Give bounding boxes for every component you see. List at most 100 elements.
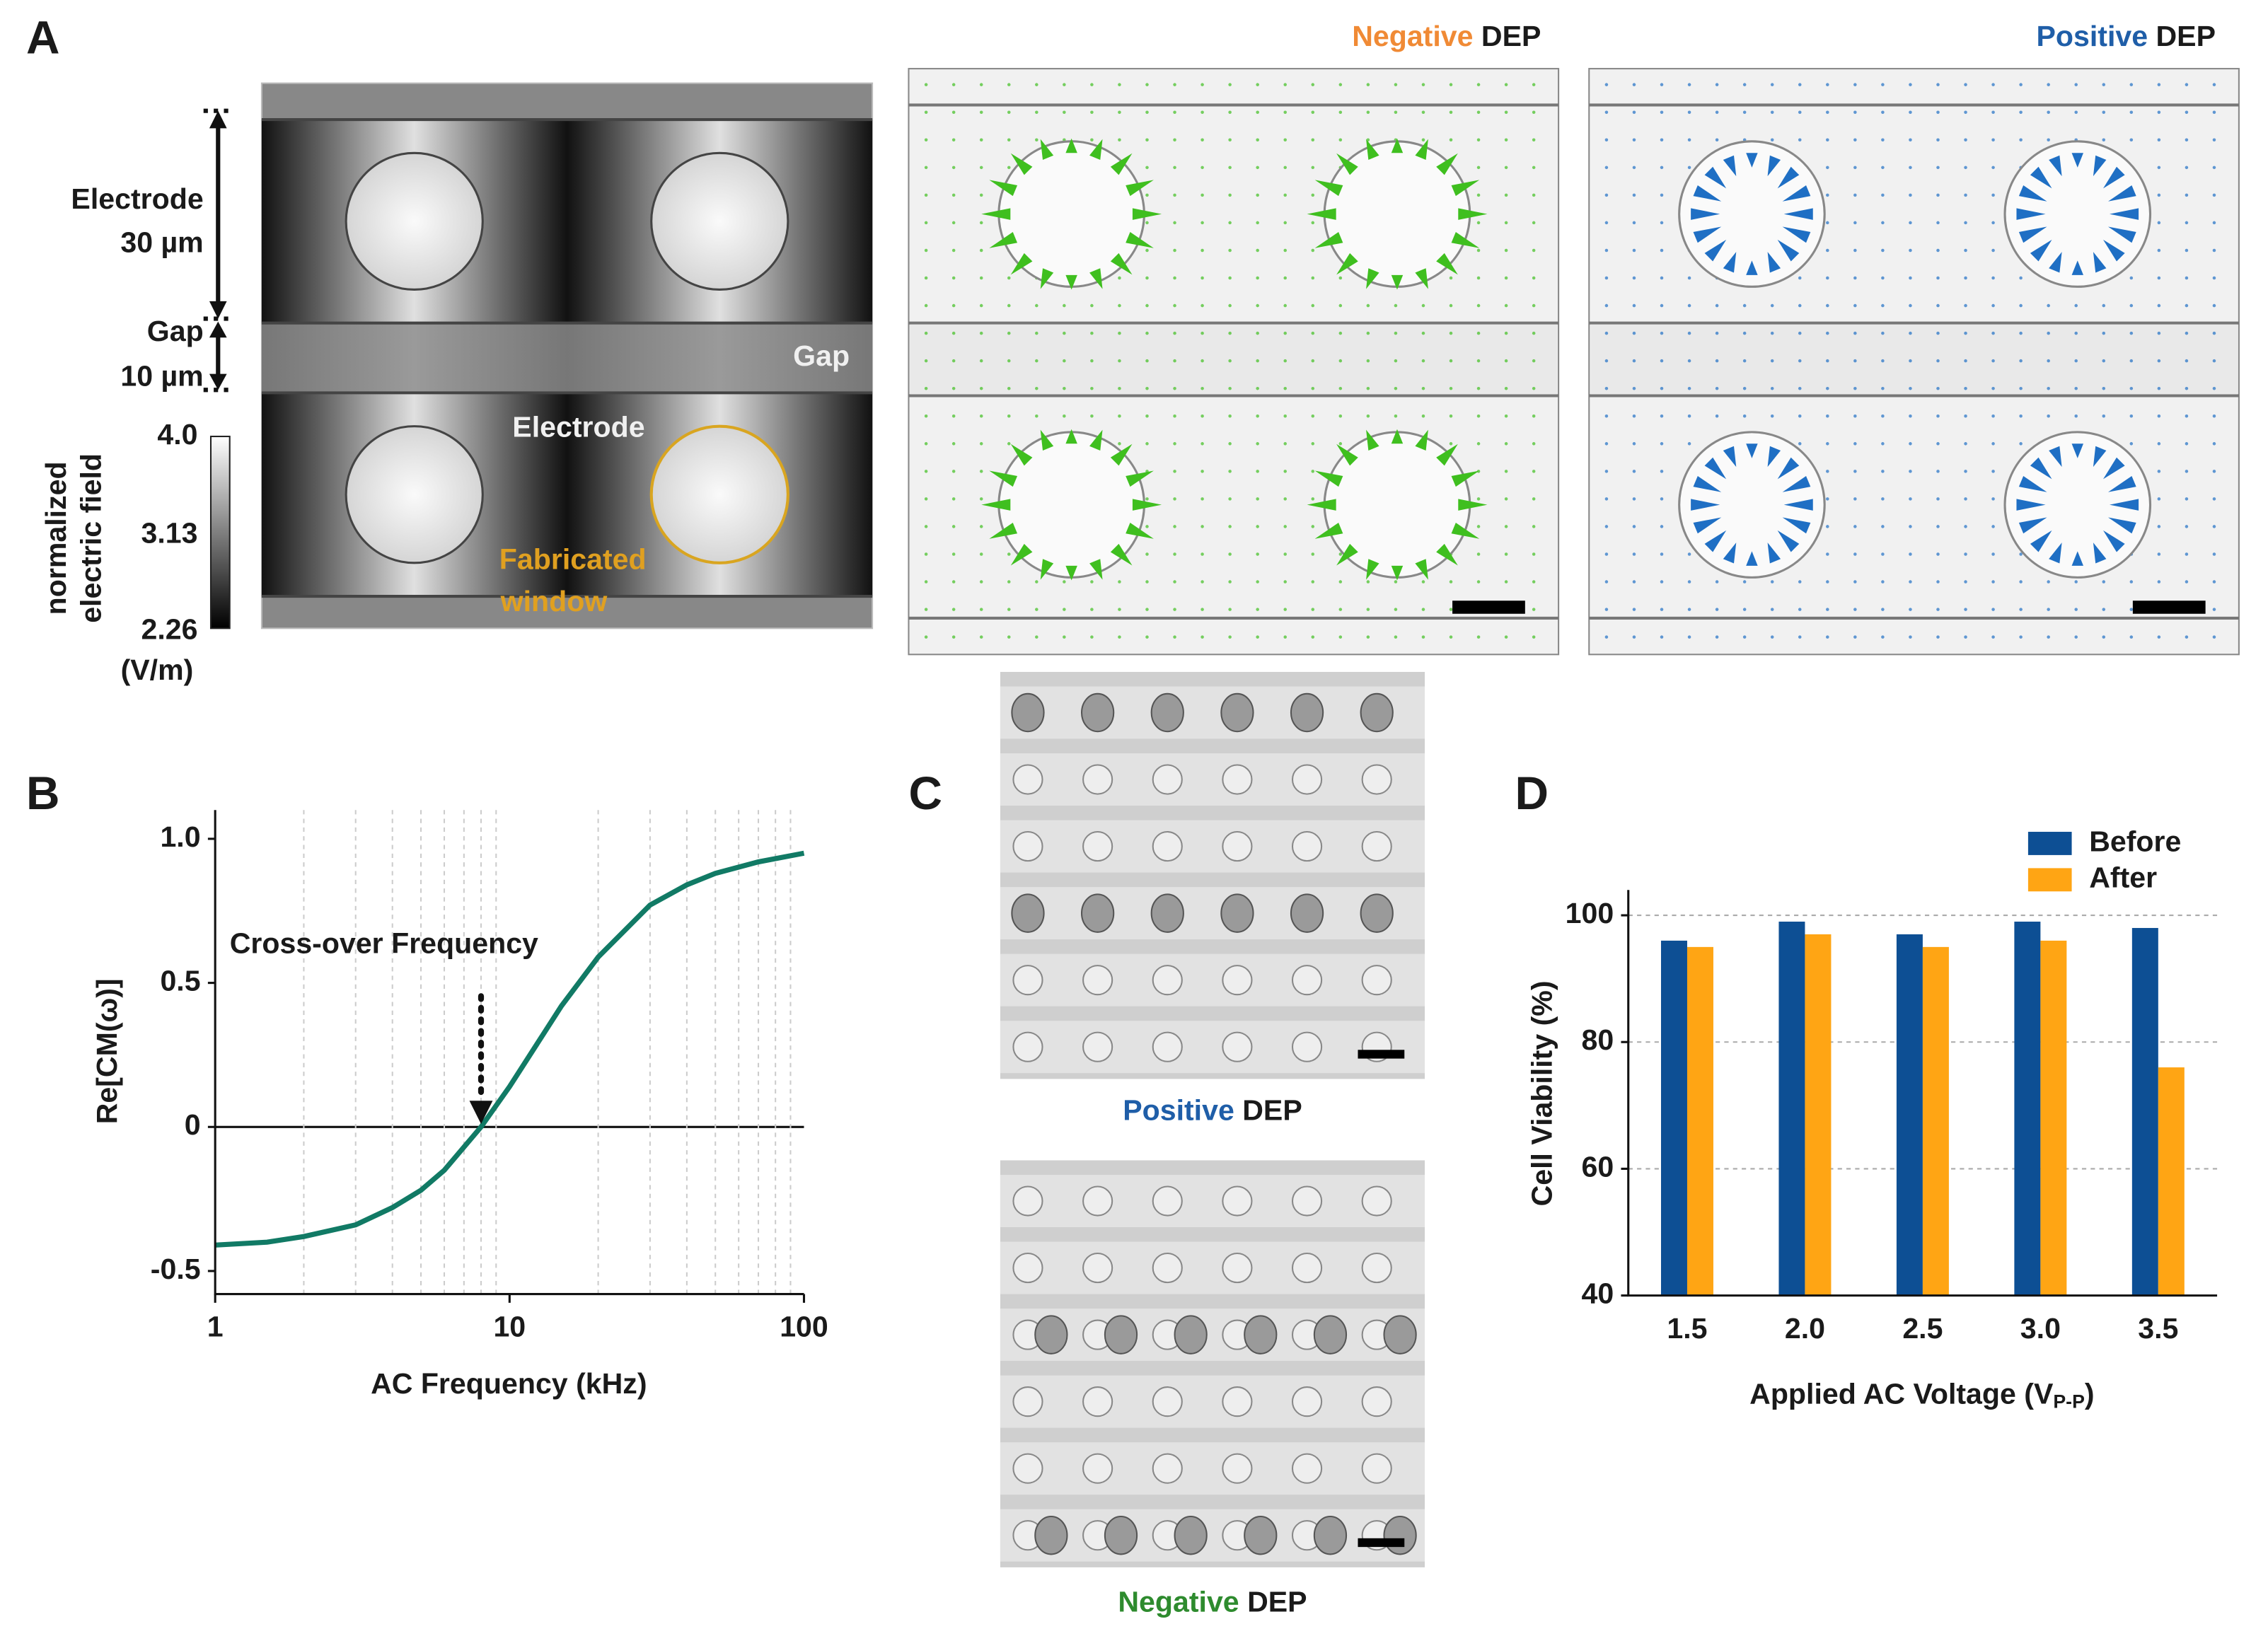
- field-dot: [1145, 525, 1149, 528]
- field-dot: [1311, 193, 1315, 197]
- field-dot: [1228, 83, 1232, 86]
- field-dot: [1532, 221, 1536, 225]
- field-dot: [1936, 331, 1940, 335]
- field-dot: [1145, 193, 1149, 197]
- field-arrow: [1691, 499, 1720, 511]
- field-dot: [1881, 608, 1885, 611]
- field-dot: [1449, 331, 1453, 335]
- field-dot: [1173, 414, 1176, 418]
- field-dot: [2185, 525, 2189, 528]
- field-dot: [1660, 525, 1664, 528]
- field-dot: [1532, 331, 1536, 335]
- field-dot: [1476, 331, 1481, 335]
- field-dot: [1853, 331, 1857, 335]
- trap: [1361, 1453, 1392, 1484]
- field-arrow: [2093, 252, 2107, 273]
- field-dot: [1145, 608, 1149, 611]
- field-dot: [1338, 580, 1343, 584]
- field-dot: [2157, 166, 2161, 170]
- field-arrow: [2093, 446, 2107, 468]
- field-arrow: [2030, 239, 2052, 262]
- field-arrow: [1723, 446, 1737, 468]
- y-axis-label: Re[CM(ω)]: [91, 978, 123, 1124]
- field-dot: [924, 635, 928, 639]
- field-dot: [2129, 635, 2134, 639]
- y-axis-label: Cell Viability (%): [1525, 980, 1558, 1206]
- field-dot: [2185, 386, 2189, 390]
- field-dot: [2019, 331, 2023, 335]
- field-arrow: [1777, 530, 1800, 552]
- field-dot: [1338, 608, 1343, 611]
- field-arrow: [1704, 239, 1727, 262]
- field-dot: [1283, 497, 1287, 501]
- scale-bar: [1452, 601, 1525, 614]
- field-dot: [1504, 331, 1508, 335]
- field-arrow: [989, 523, 1018, 539]
- field-dot: [1476, 497, 1481, 501]
- field-dot: [1090, 138, 1094, 142]
- field-dot: [1118, 359, 1121, 363]
- micrographs: [1000, 671, 1425, 1567]
- field-arrow: [1693, 185, 1722, 202]
- cell: [1150, 692, 1184, 733]
- y-tick-label: 100: [1566, 897, 1614, 929]
- field-dot: [924, 552, 928, 556]
- field-dot: [2157, 414, 2161, 418]
- field-dot: [1145, 276, 1149, 280]
- field-arrow: [2018, 475, 2047, 492]
- cell: [1290, 692, 1324, 733]
- field-dot: [1504, 414, 1508, 418]
- field-dot: [1421, 386, 1425, 390]
- field-dot: [1991, 248, 1995, 253]
- field-dot: [1853, 442, 1857, 446]
- field-dot: [1660, 193, 1664, 197]
- field-dot: [1063, 386, 1066, 390]
- field-dot: [1770, 414, 1774, 418]
- field-dot: [2157, 525, 2161, 528]
- field-dot: [2129, 414, 2134, 418]
- field-dot: [1909, 193, 1912, 197]
- field-arrow: [1307, 208, 1336, 220]
- field-dot: [924, 359, 928, 363]
- field-dot: [2047, 580, 2050, 584]
- field-dot: [1421, 359, 1425, 363]
- trap: [1082, 1386, 1113, 1417]
- field-dot: [1770, 83, 1774, 86]
- field-dot: [2185, 248, 2189, 253]
- field-dot: [951, 331, 956, 335]
- field-dot: [1936, 470, 1940, 473]
- field-dot: [1991, 276, 1995, 280]
- field-dot: [1228, 525, 1232, 528]
- field-dot: [924, 497, 928, 501]
- field-dot: [2157, 331, 2161, 335]
- field-dot: [1256, 470, 1259, 473]
- field-arrow: [1126, 232, 1154, 248]
- field-dot: [1118, 414, 1121, 418]
- trap: [1222, 830, 1253, 862]
- field-dot: [1035, 635, 1038, 639]
- field-arrow: [1089, 139, 1103, 160]
- field-dot: [1532, 248, 1536, 253]
- field-dot: [1770, 359, 1774, 363]
- x-tick-label: 3.0: [2020, 1312, 2061, 1345]
- field-dot: [1881, 110, 1885, 114]
- field-arrow: [2071, 260, 2083, 275]
- field-dot: [1936, 138, 1940, 142]
- cell: [1360, 692, 1394, 733]
- field-arrow: [1458, 499, 1488, 511]
- field-dot: [2074, 359, 2078, 363]
- field-dot: [1311, 83, 1315, 86]
- cell: [1011, 893, 1045, 933]
- field-dot: [1256, 608, 1259, 611]
- field-dot: [2019, 83, 2023, 86]
- field-dot: [2212, 470, 2216, 473]
- field-dot: [1118, 110, 1121, 114]
- field-dot: [1476, 580, 1481, 584]
- field-dot: [1909, 248, 1912, 253]
- field-dot: [1991, 497, 1995, 501]
- field-dot: [951, 193, 956, 197]
- field-dot: [1449, 635, 1453, 639]
- field-dot: [1035, 138, 1038, 142]
- field-dot: [1715, 386, 1719, 390]
- field-dot: [979, 248, 983, 253]
